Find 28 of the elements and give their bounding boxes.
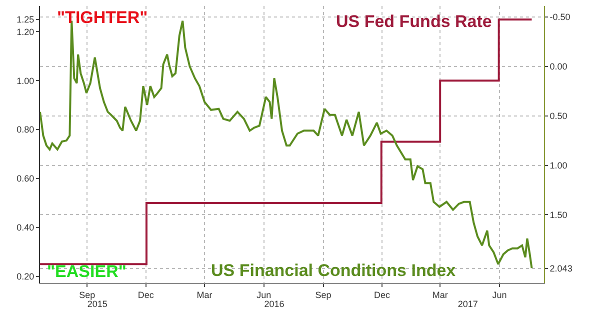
y-tick-label: 0.40 [16, 222, 34, 233]
x-tick-label: Sep [79, 290, 96, 300]
y-tick-label: 0.80 [16, 124, 34, 135]
y2-tick-label: 0.50 [550, 110, 568, 121]
y-tick-label: 0.20 [16, 272, 34, 282]
series-label: US Fed Funds Rate [336, 12, 492, 31]
y-tick-label: 0.60 [16, 174, 34, 184]
y2-tick-label: -0.50 [550, 12, 570, 22]
x-tick-label: Dec [374, 290, 391, 300]
series-label: US Financial Conditions Index [211, 261, 456, 280]
x2-tick-label: 2016 [264, 299, 284, 309]
x-tick-label: Sep [315, 290, 332, 300]
annotation: "EASIER" [47, 262, 126, 281]
y2-tick-label: 0.00 [550, 62, 568, 72]
annotation: "TIGHTER" [57, 8, 148, 27]
x-tick-label: Dec [138, 290, 154, 300]
x-tick-label: Mar [196, 290, 212, 300]
x-tick-label: Jun [256, 290, 272, 300]
y-tick-label: 1.20 [16, 26, 34, 37]
x2-tick-label: 2015 [87, 299, 108, 309]
x-tick-label: Jun [492, 290, 507, 300]
y-tick-label: 1.25 [16, 14, 34, 25]
y2-tick-label: 2.043 [550, 264, 572, 274]
x-tick-label: Mar [432, 290, 448, 300]
y-tick-label: 1.00 [16, 76, 34, 86]
y2-tick-label: 1.00 [550, 160, 568, 170]
y2-tick-label: 1.50 [550, 210, 568, 220]
x2-tick-label: 2017 [458, 299, 478, 309]
